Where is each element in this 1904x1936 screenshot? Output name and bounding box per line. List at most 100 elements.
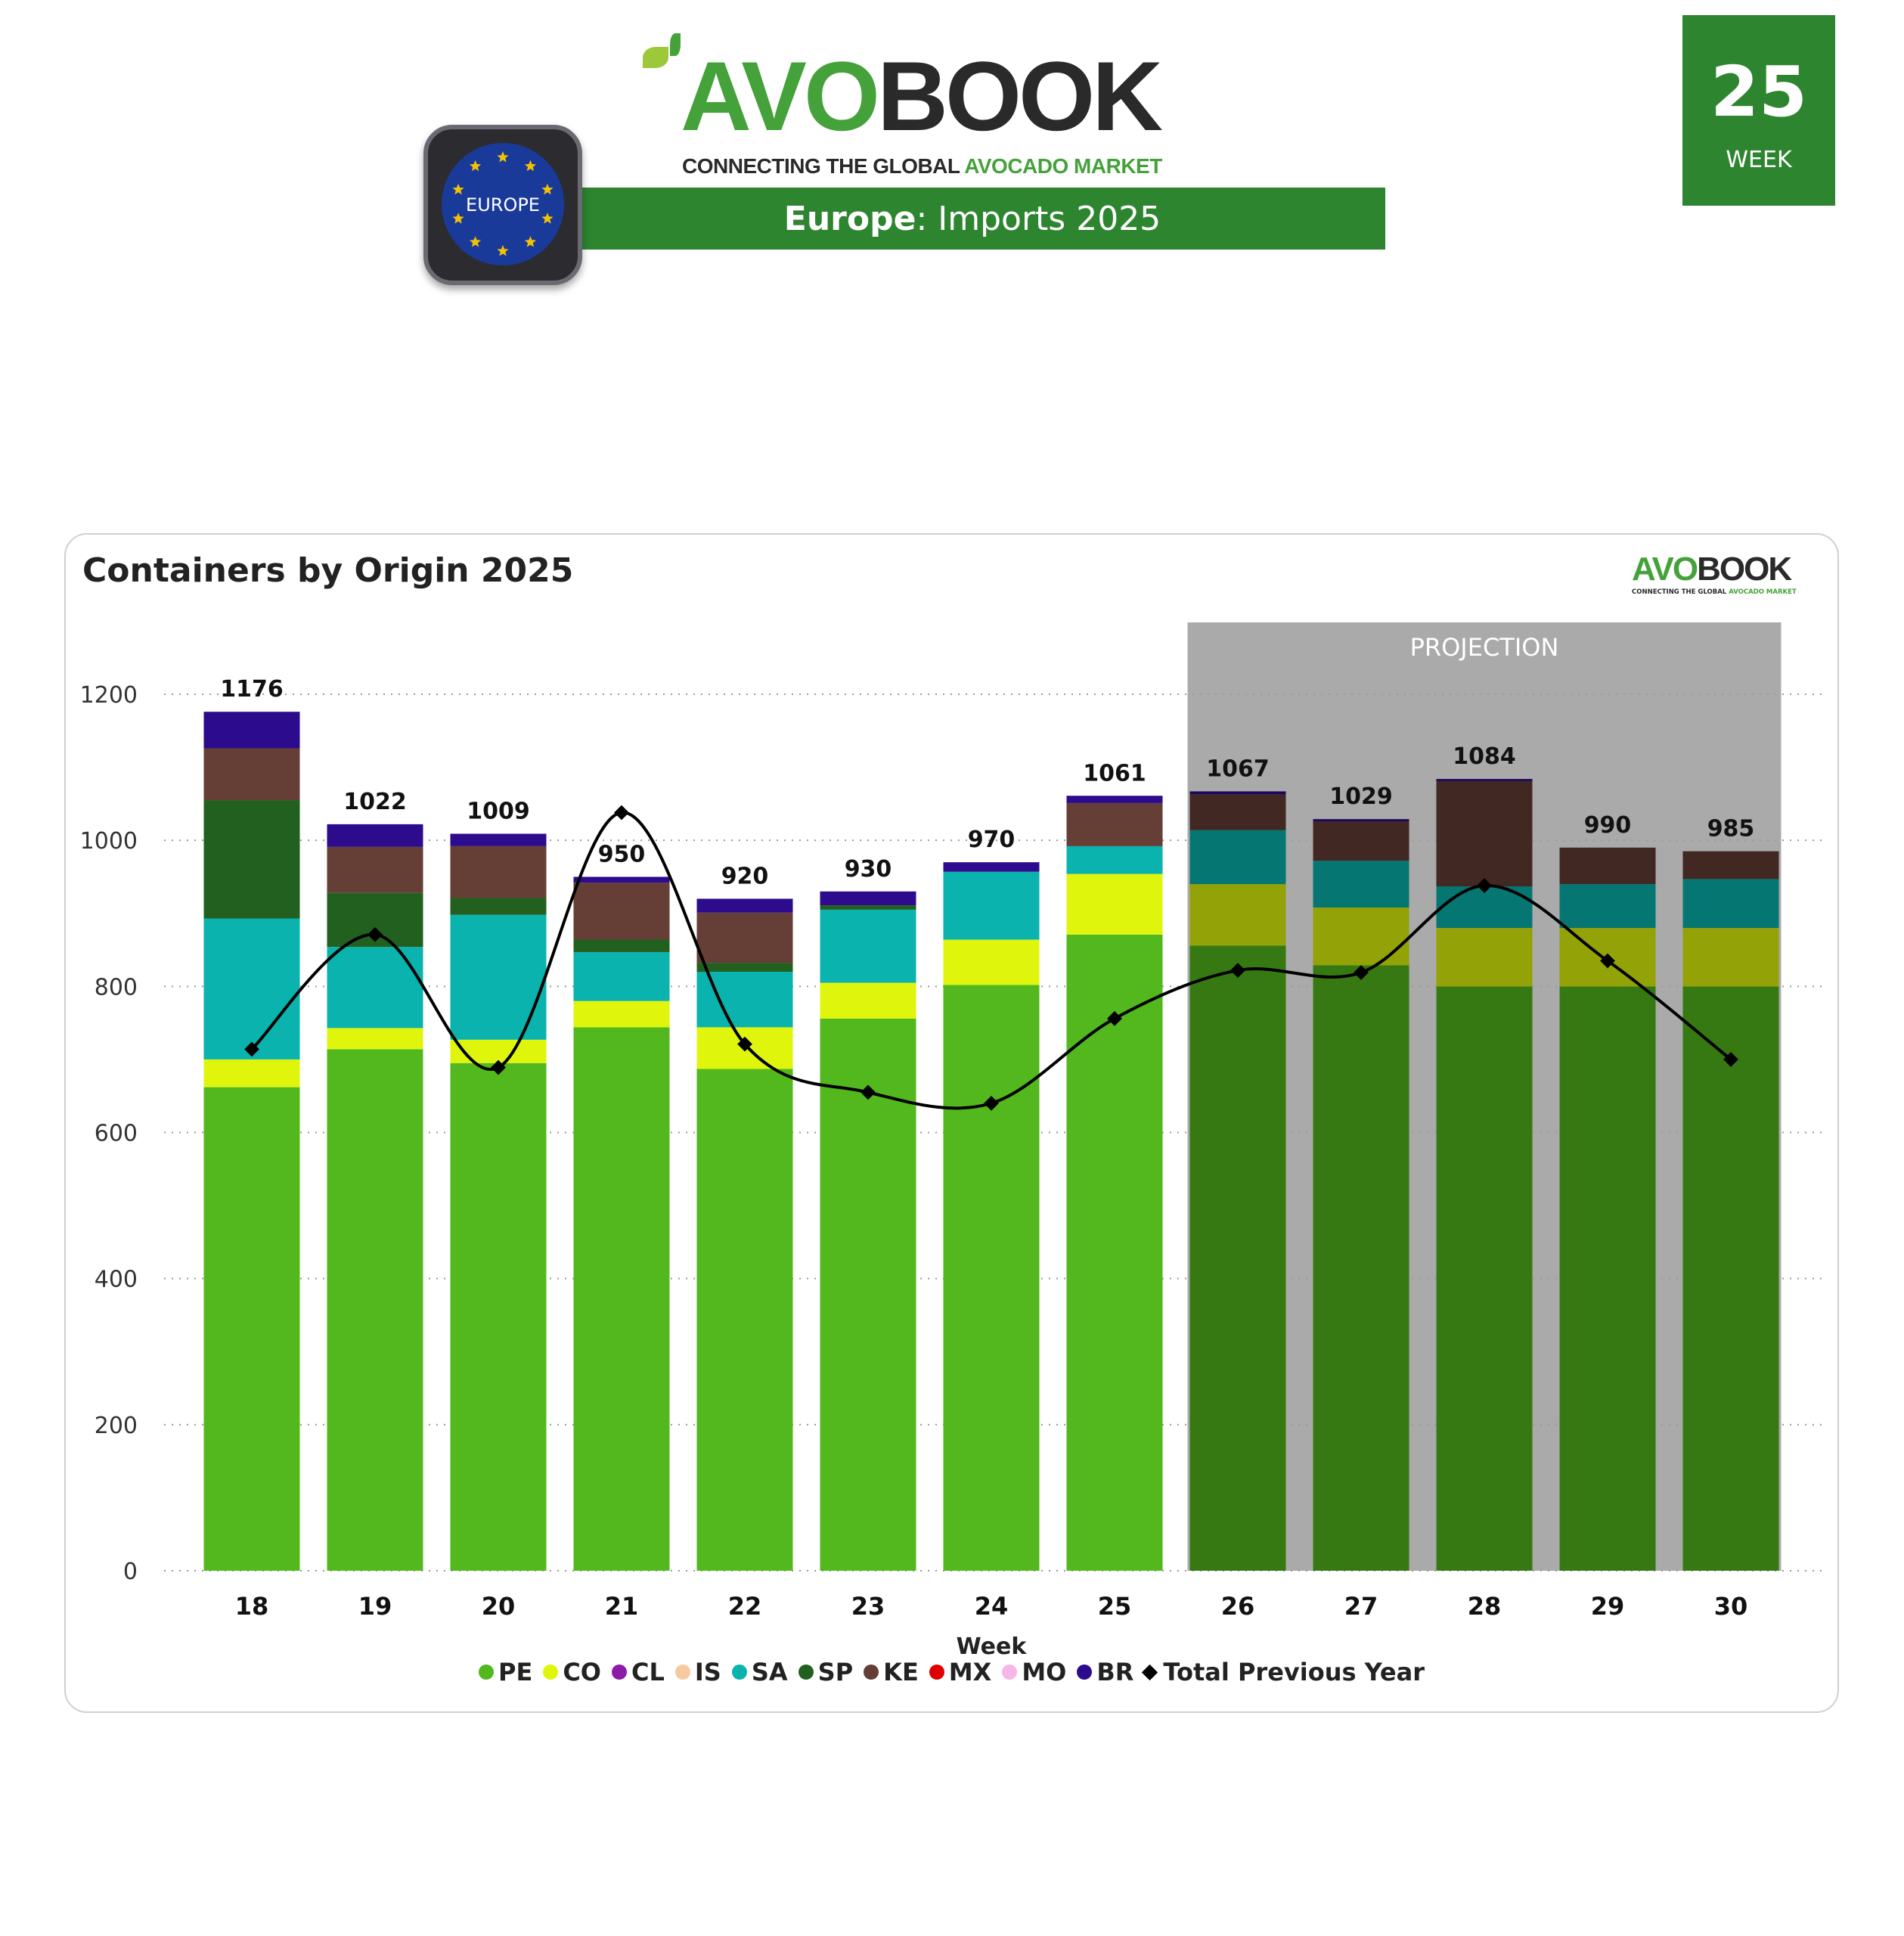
projection-shade [1559, 884, 1656, 929]
week-label: WEEK [1726, 147, 1792, 173]
previous-year-marker [1477, 878, 1492, 893]
legend-dot-icon [864, 1665, 879, 1680]
projection-shade [1559, 986, 1656, 1571]
bar-segment-ke [1189, 794, 1286, 830]
bar-segment-sa [1682, 879, 1779, 929]
projection-shade [1559, 847, 1656, 885]
bar-segment-ke [1313, 821, 1409, 861]
star-icon [469, 236, 482, 247]
x-tick-label: 20 [482, 1592, 516, 1621]
bar-segment-ke [450, 845, 547, 898]
mini-logo-tagline: CONNECTING THE GLOBAL AVOCADO MARKET [1632, 588, 1821, 597]
y-tick-label: 200 [95, 1413, 138, 1439]
total-label: 950 [598, 841, 646, 867]
x-tick-label: 28 [1468, 1592, 1502, 1621]
chart-title: Containers by Origin 2025 [82, 551, 574, 590]
legend-dot-icon [674, 1665, 690, 1680]
projection-shade [1682, 879, 1779, 929]
page-title-band: Europe: Imports 2025 [560, 188, 1385, 250]
bar-segment-sa [1066, 845, 1163, 874]
bar-segment-pe [450, 1063, 547, 1571]
projection-shade [1436, 779, 1533, 781]
legend-item-sp: SP [798, 1658, 853, 1686]
total-label: 920 [721, 863, 769, 889]
bar-segment-ke [1066, 802, 1163, 846]
bar-segment-sa [1189, 830, 1286, 885]
projection-shade [1682, 851, 1779, 880]
bar-segment-ke [1436, 780, 1533, 887]
previous-year-marker [1230, 963, 1245, 978]
projection-shade [1189, 945, 1286, 1571]
mini-tagline-green: AVOCADO MARKET [1729, 588, 1797, 596]
bar-segment-pe [1189, 945, 1286, 1571]
bar-segment-pe [1066, 934, 1163, 1571]
eu-flag-circle [442, 143, 564, 265]
stacked-bar-chart: PROJECTION 0 200 400 600 800 1000 1200 1176 18 102… [80, 622, 1828, 1660]
legend-dot-icon [929, 1665, 944, 1680]
x-tick-label: 27 [1344, 1592, 1378, 1621]
bar-segment-ke [1559, 847, 1656, 885]
projection-shade [1682, 986, 1779, 1571]
legend-label: MX [948, 1658, 992, 1686]
previous-year-marker [614, 805, 629, 821]
previous-year-marker [1723, 1052, 1738, 1067]
bar-segment-pe [327, 1049, 423, 1571]
bar-segment-co [820, 982, 916, 1019]
x-tick-label: 25 [1098, 1592, 1132, 1621]
bar-segment-co [1066, 873, 1163, 935]
y-tick-label: 600 [95, 1121, 138, 1147]
legend-dot-icon [798, 1665, 814, 1680]
x-tick-label: 23 [851, 1592, 885, 1621]
bar-segment-sa [573, 951, 670, 1001]
logo-word: AVOBOOK [681, 47, 1163, 145]
y-tick-label: 1000 [80, 828, 138, 855]
bar-segment-sa [327, 947, 423, 1028]
region-badge-label: EUROPE [466, 194, 540, 216]
legend-item-br: BR [1077, 1658, 1133, 1686]
projection-shade [1189, 791, 1286, 795]
title-region: Europe [783, 199, 916, 238]
avobook-logo: AVOBOOK CONNECTING THE GLOBAL AVOCADO MA… [643, 33, 1225, 191]
total-label: 1022 [343, 789, 407, 815]
bar-segment-sa [1559, 884, 1656, 929]
bar-segment-sp [450, 898, 547, 915]
legend-dot-icon [479, 1665, 494, 1680]
total-label: 990 [1584, 812, 1632, 839]
legend-label: MO [1022, 1658, 1067, 1686]
legend-item-previous-year: Total Previous Year [1142, 1658, 1425, 1686]
legend-label: Total Previous Year [1163, 1658, 1425, 1686]
chart-card: PROJECTION 0 200 400 600 800 1000 1200 1176 18 102… [64, 533, 1839, 1713]
bar-segment-co [943, 939, 1040, 985]
star-icon [524, 236, 537, 247]
projection-shade [1189, 830, 1286, 885]
bar-segment-ke [1682, 851, 1779, 880]
legend-dot-icon [1002, 1665, 1018, 1680]
bar-segment-sp [203, 800, 300, 919]
total-label: 1067 [1206, 755, 1270, 782]
previous-year-marker [367, 926, 383, 942]
legend-item-pe: PE [479, 1658, 532, 1686]
logo-tagline-dark: CONNECTING THE GLOBAL [682, 154, 960, 178]
projection-shade [1313, 819, 1409, 822]
previous-year-marker [491, 1060, 506, 1075]
legend-item-mx: MX [929, 1658, 992, 1686]
legend-label: BR [1096, 1658, 1134, 1686]
x-tick-label: 26 [1221, 1592, 1255, 1621]
previous-year-marker [1600, 953, 1615, 969]
total-label: 985 [1707, 816, 1755, 842]
bar-segment-ke [696, 912, 793, 963]
bar-segment-sa [1313, 861, 1409, 908]
star-icon [452, 183, 464, 195]
bar-segment-co [327, 1028, 423, 1050]
bar-segment-pe [573, 1027, 670, 1571]
bar-segment-sa [203, 918, 300, 1060]
star-icon [524, 160, 537, 172]
legend-diamond-icon [1142, 1664, 1158, 1680]
mini-logo-dark: BOOK [1697, 551, 1792, 588]
legend-dot-icon [731, 1665, 747, 1680]
bar-segment-pe [1682, 986, 1779, 1571]
bar-segment-co [1682, 928, 1779, 987]
total-label: 1029 [1329, 783, 1393, 810]
bar-segment-pe [943, 985, 1040, 1571]
bar-segment-pe [203, 1087, 300, 1571]
